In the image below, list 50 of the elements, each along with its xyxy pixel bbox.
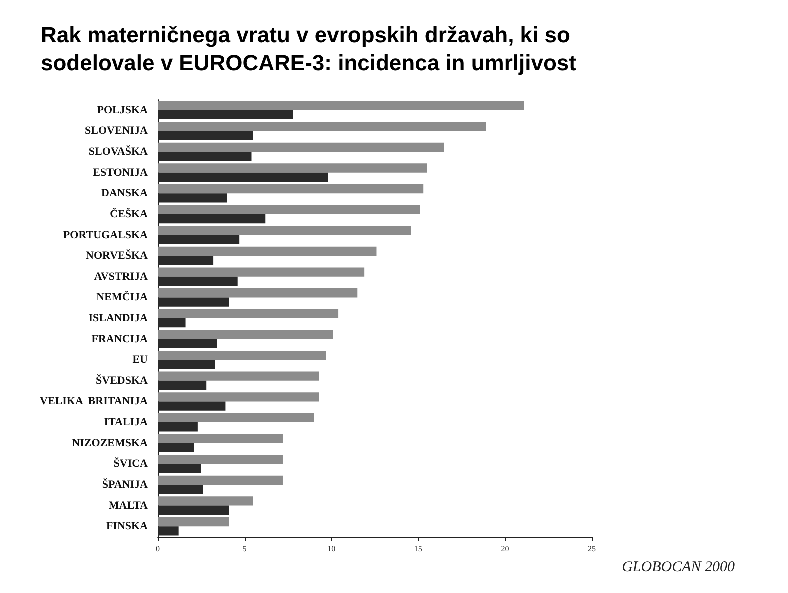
bar <box>158 455 283 464</box>
y-tick-label: ŠVEDSKA <box>96 374 148 387</box>
y-tick-label: AVSTRIJA <box>94 270 148 283</box>
y-tick-label: PORTUGALSKA <box>63 229 148 242</box>
bar <box>158 496 254 506</box>
x-tick-label: 0 <box>156 544 160 554</box>
y-tick-label: DANSKA <box>102 188 148 200</box>
bar <box>158 184 424 194</box>
bar <box>158 517 230 527</box>
bar <box>158 122 486 132</box>
bar <box>158 101 524 110</box>
x-tick-label: 10 <box>328 544 336 554</box>
chart-title: Rak materničnega vratu v evropskih državah, ki so sodelovale v EUROCARE-3: incidenca in umrljivost <box>41 22 578 76</box>
y-tick-label: NORVEŠKA <box>86 249 148 262</box>
bar <box>158 434 283 444</box>
y-tick-label: FINSKA <box>106 520 148 533</box>
y-tick-label: MALTA <box>108 500 148 512</box>
bar <box>158 288 358 298</box>
bar <box>158 226 412 236</box>
y-tick-label: EU <box>132 354 148 366</box>
y-tick-label: NIZOZEMSKA <box>72 437 148 450</box>
y-tick-label: SLOVAŠKA <box>88 145 148 158</box>
bar <box>158 205 420 214</box>
bar <box>158 392 320 402</box>
y-tick-label: ŠPANIJA <box>102 478 148 491</box>
bar <box>158 309 339 318</box>
y-tick-label: NEMČIJA <box>96 290 148 304</box>
y-tick-label: ČEŠKA <box>110 207 148 220</box>
bar <box>158 164 428 173</box>
y-tick-label: FRANCIJA <box>92 333 148 346</box>
bar <box>158 476 283 485</box>
bar <box>158 246 377 256</box>
y-tick-label: ŠVICA <box>114 457 148 470</box>
bar <box>158 142 444 152</box>
y-tick-label: POLJSKA <box>97 104 148 116</box>
bar <box>158 372 320 381</box>
x-tick-label: 15 <box>414 544 422 554</box>
y-tick-label: ITALIJA <box>104 416 148 429</box>
x-tick-label: 20 <box>501 544 510 554</box>
x-tick-label: 5 <box>242 544 247 554</box>
x-tick-label: 25 <box>588 544 596 554</box>
bar <box>158 413 314 423</box>
text: GLOBOCAN 2000 <box>622 560 736 576</box>
y-tick-label: SLOVENIJA <box>85 125 148 138</box>
y-tick-label: VELIKA BRITANIJA <box>40 396 148 408</box>
y-tick-label: ISLANDIJA <box>88 312 148 324</box>
bar <box>158 268 365 277</box>
bar <box>158 350 326 360</box>
y-tick-label: ESTONIJA <box>93 166 148 179</box>
bar <box>158 330 334 340</box>
